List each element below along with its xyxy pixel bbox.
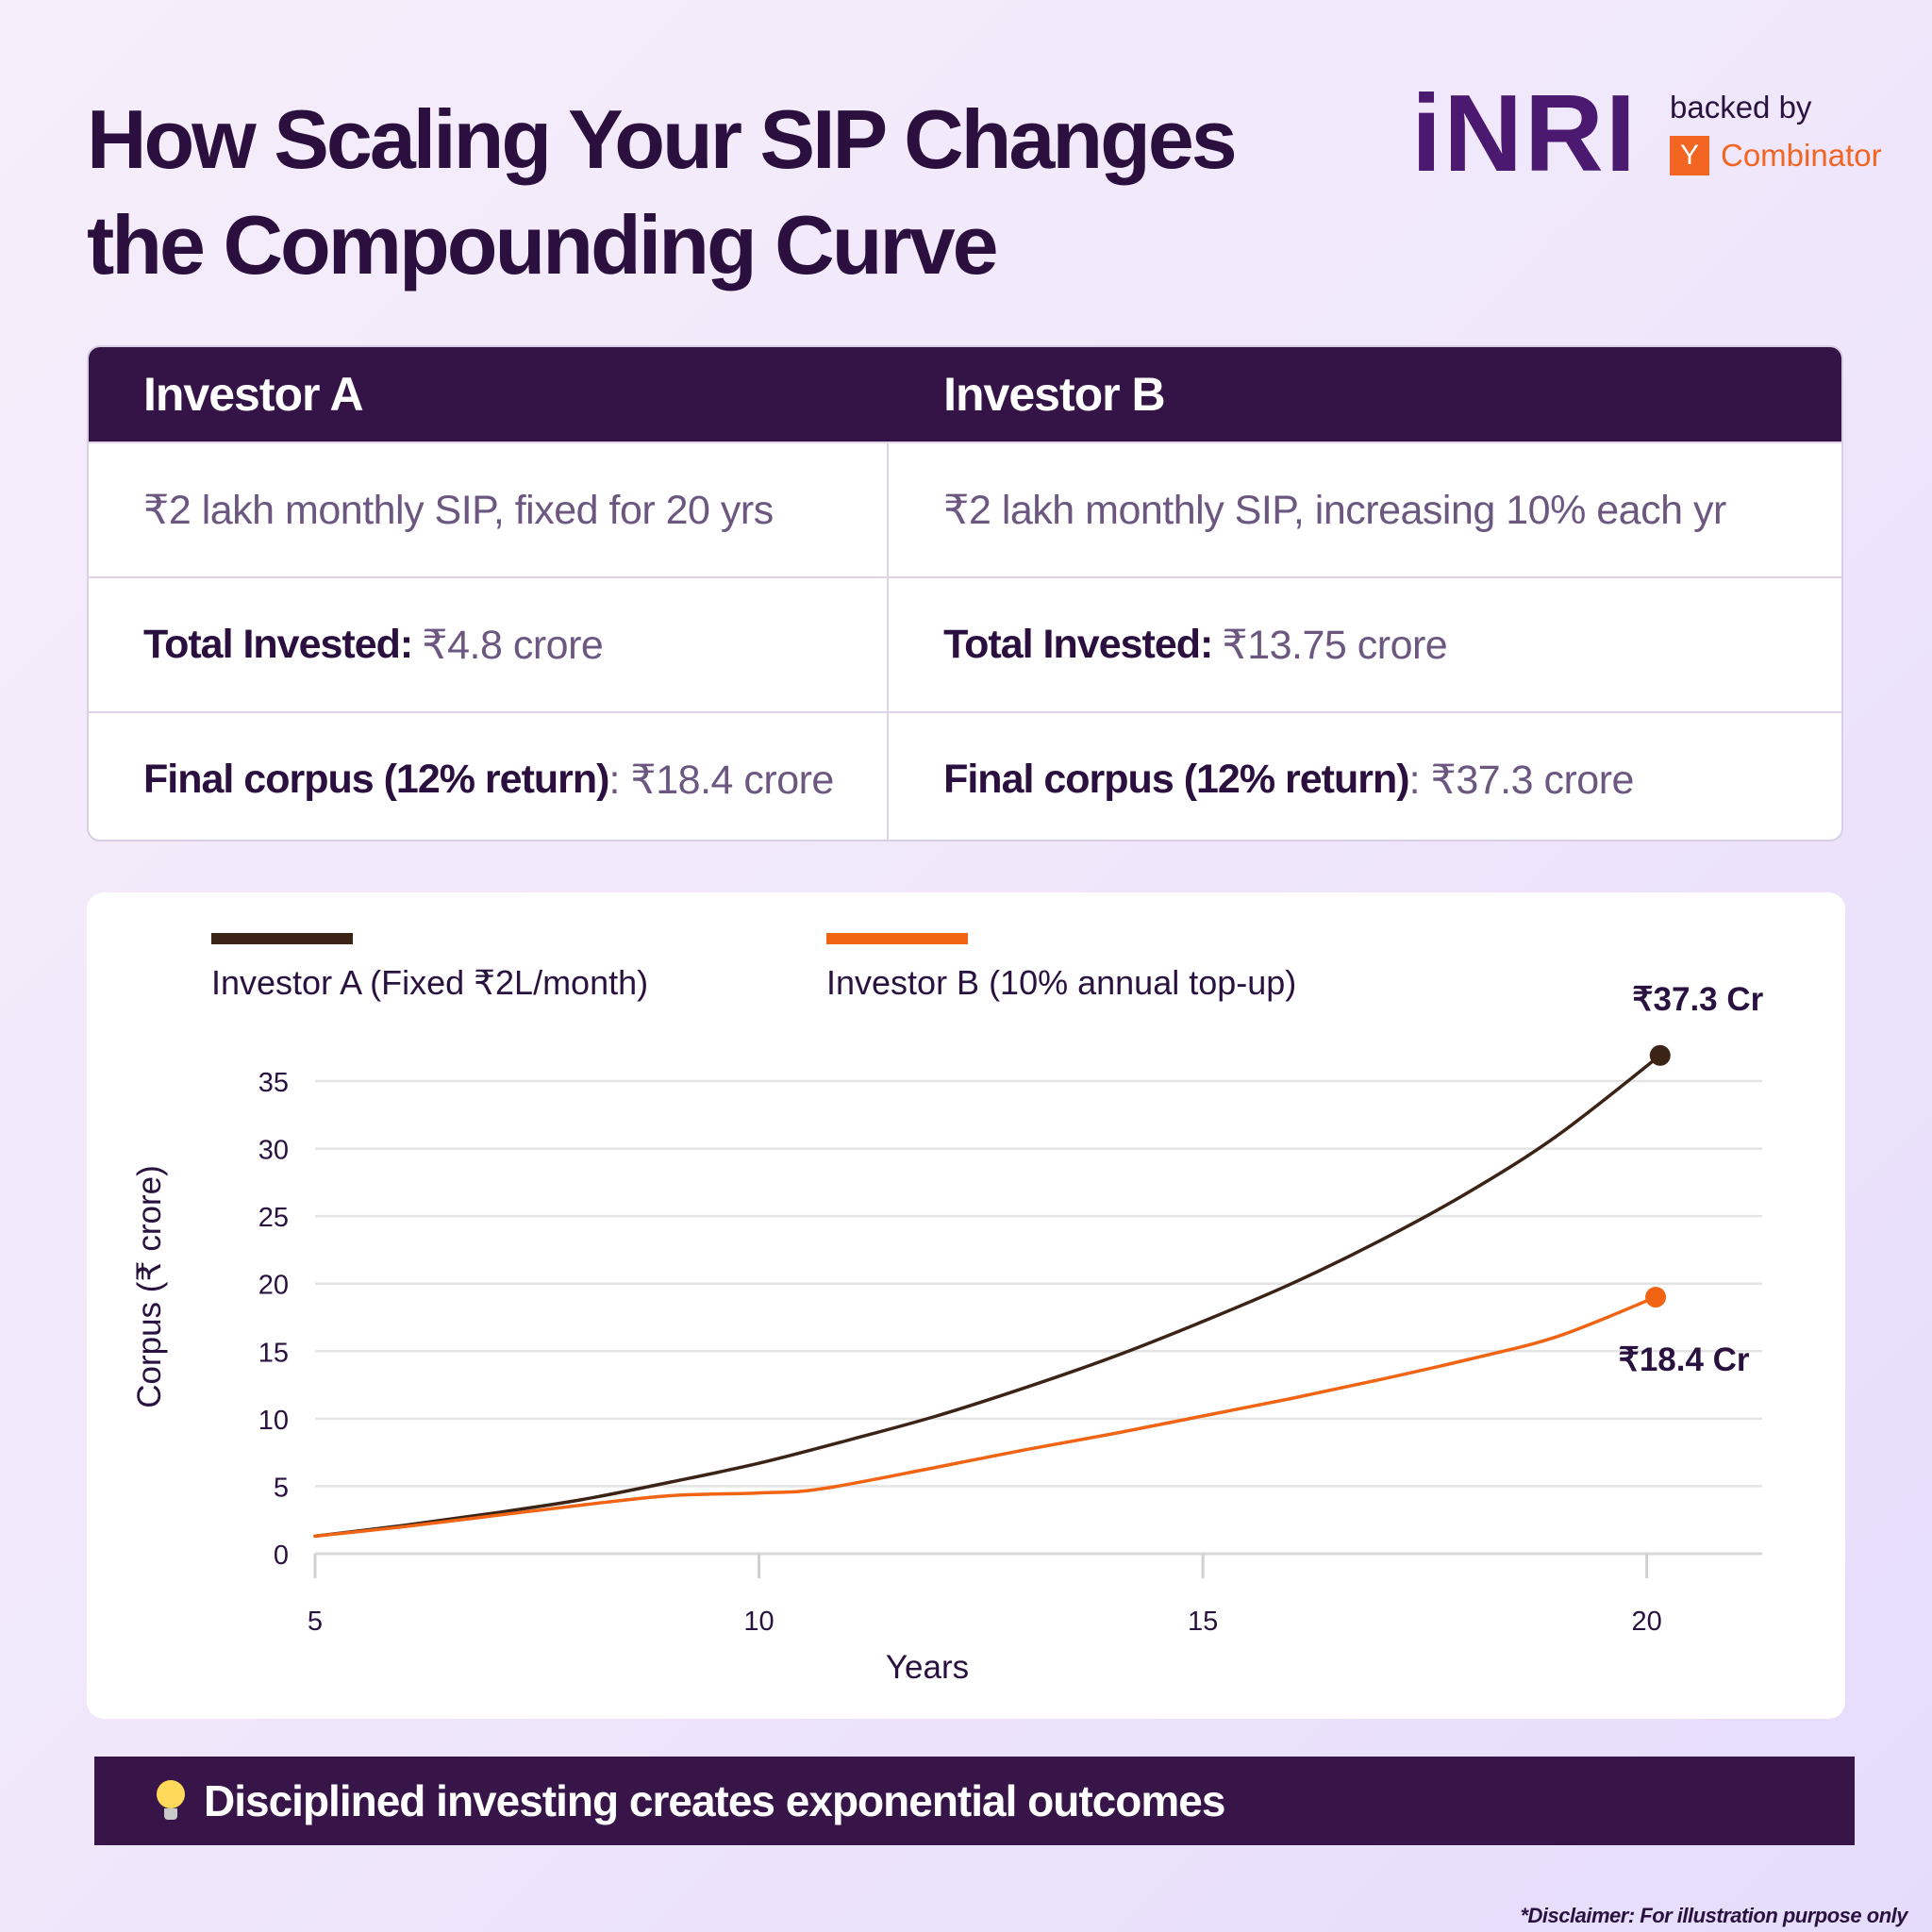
chart-card: 0 5 10 15 20 25 30 35 5 10 15 20 Years Corpus (₹ cror… bbox=[87, 892, 1845, 1719]
table-header: Investor A Investor B bbox=[89, 347, 1841, 441]
y-tick-label-20: 20 bbox=[258, 1271, 289, 1301]
page-title: How Scaling Your SIP Changes the Compoun… bbox=[87, 87, 1313, 298]
x-axis-title: Years bbox=[886, 1649, 969, 1686]
x-tick-label-10: 10 bbox=[743, 1607, 774, 1637]
series-endpoint-1 bbox=[1649, 1044, 1671, 1066]
inri-logo: iNRI bbox=[1411, 72, 1638, 194]
cell-a-corpus-value: : ₹18.4 crore bbox=[608, 757, 834, 803]
header-investor-b: Investor B bbox=[943, 368, 1166, 421]
lightbulb-icon bbox=[157, 1780, 185, 1822]
cell-a-corpus: Final corpus (12% return) : ₹18.4 crore bbox=[89, 713, 890, 840]
yc-name: Combinator bbox=[1721, 138, 1882, 173]
cell-b-plan-value: ₹2 lakh monthly SIP, increasing 10% each… bbox=[943, 487, 1726, 533]
cell-a-plan: ₹2 lakh monthly SIP, fixed for 20 yrs bbox=[89, 443, 890, 576]
y-tick-label-10: 10 bbox=[258, 1406, 289, 1436]
cell-a-plan-value: ₹2 lakh monthly SIP, fixed for 20 yrs bbox=[143, 487, 774, 533]
cell-b-corpus: Final corpus (12% return) : ₹37.3 crore bbox=[889, 713, 1841, 840]
disclaimer: *Disclaimer: For illustration purpose on… bbox=[1520, 1904, 1907, 1927]
series-end-label-1: ₹37.3 Cr bbox=[1632, 981, 1763, 1018]
table-row: Total Invested: ₹4.8 crore Total Investe… bbox=[89, 576, 1841, 711]
y-tick-label-15: 15 bbox=[258, 1338, 289, 1368]
legend-swatch-2 bbox=[826, 933, 968, 944]
yc-logo: Y Combinator bbox=[1670, 136, 1882, 175]
title-line-1: How Scaling Your SIP Changes bbox=[87, 92, 1238, 186]
title-line-2: the Compounding Curve bbox=[87, 198, 999, 291]
y-axis-title: Corpus (₹ crore) bbox=[131, 1165, 168, 1408]
series-line-2 bbox=[313, 1295, 1657, 1539]
brand-block: iNRI backed by Y Combinator bbox=[1411, 78, 1902, 191]
cell-b-invested-label: Total Invested: bbox=[943, 622, 1213, 667]
legend-label-1: Investor A (Fixed ₹2L/month) bbox=[211, 963, 648, 1002]
cell-a-corpus-label: Final corpus (12% return) bbox=[143, 757, 609, 802]
backed-by-text: backed by bbox=[1670, 90, 1812, 125]
x-tick-label-20: 20 bbox=[1632, 1607, 1662, 1637]
y-tick-label-35: 35 bbox=[258, 1068, 289, 1098]
cell-a-invested-value: ₹4.8 crore bbox=[422, 622, 604, 668]
y-tick-label-30: 30 bbox=[258, 1136, 289, 1166]
yc-icon: Y bbox=[1670, 136, 1709, 175]
legend-label-2: Investor B (10% annual top-up) bbox=[826, 963, 1296, 1002]
cell-b-invested-value: ₹13.75 crore bbox=[1222, 622, 1448, 668]
legend-swatch-1 bbox=[211, 933, 353, 944]
cell-b-corpus-value: : ₹37.3 crore bbox=[1408, 757, 1635, 803]
x-tick-label-5: 5 bbox=[308, 1607, 323, 1637]
y-tick-label-0: 0 bbox=[274, 1541, 289, 1571]
banner-text: Disciplined investing creates exponentia… bbox=[204, 1776, 1225, 1825]
x-tick-label-15: 15 bbox=[1188, 1607, 1218, 1637]
cell-b-corpus-label: Final corpus (12% return) bbox=[943, 757, 1409, 802]
table-row: Final corpus (12% return) : ₹18.4 crore … bbox=[89, 711, 1841, 840]
y-tick-label-25: 25 bbox=[258, 1203, 289, 1233]
cell-b-invested: Total Invested: ₹13.75 crore bbox=[889, 578, 1841, 711]
comparison-table: Investor A Investor B ₹2 lakh monthly SI… bbox=[87, 345, 1843, 841]
series-line-1 bbox=[313, 1054, 1662, 1539]
corpus-line-chart: 0 5 10 15 20 25 30 35 5 10 15 20 Years Corpus (₹ cror… bbox=[131, 933, 1764, 1686]
series-end-label-2: ₹18.4 Cr bbox=[1619, 1341, 1750, 1378]
header-investor-a: Investor A bbox=[143, 368, 364, 421]
insight-banner: Disciplined investing creates exponentia… bbox=[94, 1757, 1855, 1845]
series-endpoint-2 bbox=[1645, 1287, 1667, 1308]
y-tick-label-5: 5 bbox=[274, 1473, 289, 1503]
cell-a-invested: Total Invested: ₹4.8 crore bbox=[89, 578, 890, 711]
table-row: ₹2 lakh monthly SIP, fixed for 20 yrs ₹2… bbox=[89, 441, 1841, 576]
cell-a-invested-label: Total Invested: bbox=[143, 622, 413, 667]
cell-b-plan: ₹2 lakh monthly SIP, increasing 10% each… bbox=[889, 443, 1841, 576]
